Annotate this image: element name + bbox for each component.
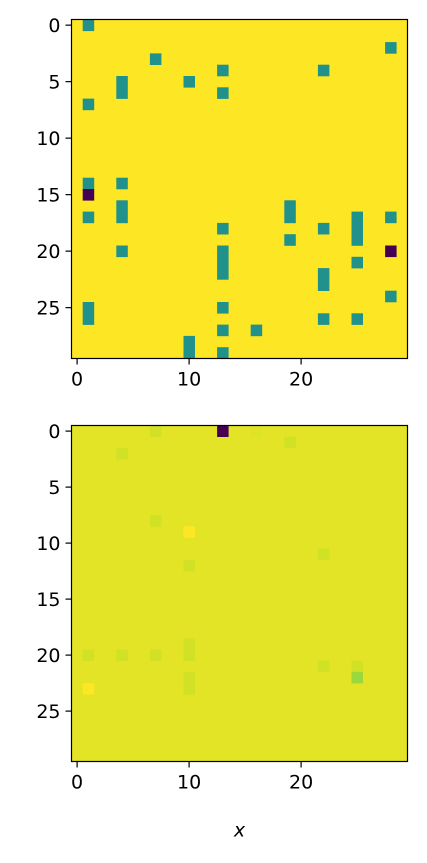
heatmap-cell: [317, 548, 330, 561]
y-tick-label: 20: [36, 241, 60, 263]
heatmap-cell: [317, 660, 330, 673]
heatmap-cell: [116, 211, 128, 224]
heatmap-cell: [351, 211, 363, 224]
heatmap-cell: [385, 245, 397, 258]
heatmap-cell: [183, 526, 195, 538]
heatmap-cell: [385, 211, 397, 224]
heatmap-cell: [183, 76, 195, 88]
x-tick-label: 10: [177, 772, 201, 794]
heatmap-cell: [217, 64, 229, 77]
heatmap-cell: [149, 515, 162, 527]
y-tick-label: 15: [36, 589, 60, 611]
plot-frame: [70, 424, 409, 763]
heatmap-cell: [82, 177, 95, 190]
x-tick-label: 20: [289, 369, 313, 391]
heatmap-cell: [284, 200, 296, 212]
heatmap-cell: [351, 222, 363, 235]
heatmap-cell: [149, 425, 162, 437]
heatmap-cell: [351, 313, 363, 325]
heatmap-cell: [183, 347, 195, 359]
heatmap-cell: [82, 98, 95, 111]
y-tick-label: 5: [48, 477, 60, 499]
heatmap-cell: [116, 200, 128, 212]
heatmap-cell: [217, 87, 229, 99]
heatmap-panel-1: 0 10 20 0 5 10 15 20 25: [36, 15, 409, 391]
y-tick-label: 0: [48, 15, 60, 37]
y-tick-label: 5: [48, 72, 60, 94]
heatmap-panel-2: 0 10 20 0 5 10 15 20 25 x: [36, 421, 409, 842]
heatmap-cell: [82, 649, 95, 661]
x-axis-label: x: [233, 820, 246, 842]
heatmap-cell: [183, 683, 195, 695]
heatmap-cell: [217, 425, 229, 437]
heatmap-cell: [317, 268, 330, 280]
heatmap-cell: [317, 313, 330, 325]
y-tick-label: 0: [48, 421, 60, 443]
heatmap-cell: [183, 559, 195, 572]
x-tick-label: 0: [71, 772, 83, 794]
heatmap-cell: [217, 347, 229, 359]
heatmap-cell: [82, 313, 95, 325]
heatmap-cell: [183, 671, 195, 684]
heatmap-cell: [116, 87, 128, 99]
heatmap-cell: [284, 436, 296, 449]
heatmap-cell: [217, 268, 229, 280]
heatmap-cell: [217, 222, 229, 235]
heatmap-cell: [116, 649, 128, 661]
heatmap-cell: [183, 335, 195, 348]
heatmap-cell: [217, 245, 229, 258]
heatmap-cell: [149, 53, 162, 65]
heatmap-cell: [116, 447, 128, 460]
heatmap-cell: [82, 302, 95, 314]
x-tick-label: 0: [71, 369, 83, 391]
heatmap-cell: [351, 660, 363, 673]
heatmap-cell: [317, 64, 330, 77]
heatmap-cell: [250, 425, 263, 437]
heatmap-background: [71, 425, 408, 762]
heatmap-cell: [149, 649, 162, 661]
heatmap-cell: [183, 638, 195, 650]
plot-frame: [70, 18, 409, 360]
y-tick-label: 25: [36, 298, 60, 320]
heatmap-cell: [82, 211, 95, 224]
heatmap-cell: [82, 683, 95, 695]
heatmap-cell: [116, 76, 128, 88]
heatmap-cell: [351, 671, 363, 684]
heatmap-cell: [82, 19, 95, 32]
heatmap-cell: [183, 649, 195, 661]
y-tick-label: 10: [36, 128, 60, 150]
heatmap-cell: [116, 245, 128, 258]
x-tick-label: 20: [289, 772, 313, 794]
heatmap-cell: [82, 189, 95, 201]
heatmap-cell: [116, 177, 128, 190]
heatmap-cell: [385, 42, 397, 54]
heatmap-cell: [351, 256, 363, 269]
heatmap-cell: [284, 234, 296, 246]
heatmap-cell: [351, 234, 363, 246]
y-tick-label: 25: [36, 701, 60, 723]
heatmap-cell: [250, 324, 263, 337]
y-tick-label: 20: [36, 645, 60, 667]
y-tick-label: 15: [36, 185, 60, 207]
y-tick-label: 10: [36, 533, 60, 555]
heatmap-cell: [217, 302, 229, 314]
heatmap-cell: [284, 211, 296, 224]
heatmap-cell: [385, 290, 397, 303]
heatmap-cell: [217, 256, 229, 269]
heatmap-cell: [217, 324, 229, 337]
heatmap-cell: [317, 222, 330, 235]
x-tick-label: 10: [177, 369, 201, 391]
heatmap-cell: [317, 279, 330, 291]
